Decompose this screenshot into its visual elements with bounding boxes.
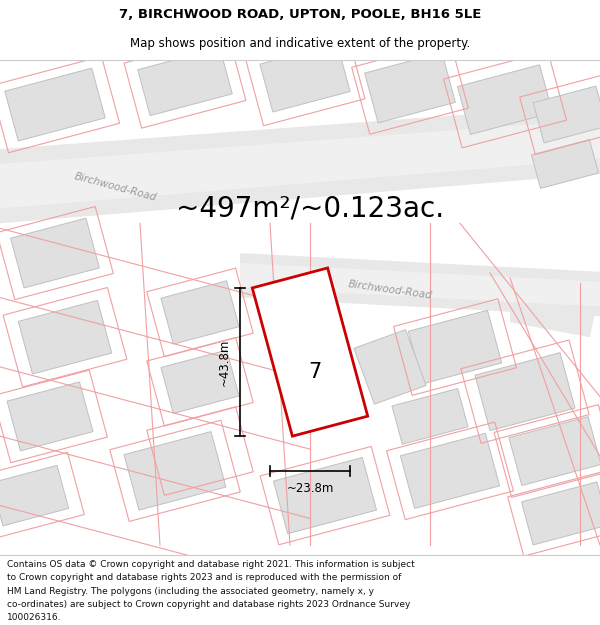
Polygon shape [0,104,600,223]
Text: to Crown copyright and database rights 2023 and is reproduced with the permissio: to Crown copyright and database rights 2… [7,573,401,582]
Text: Birchwood-Road: Birchwood-Road [73,171,157,202]
Polygon shape [533,86,600,143]
Polygon shape [532,139,599,188]
Text: 100026316.: 100026316. [7,613,62,622]
Polygon shape [161,350,239,413]
Polygon shape [408,310,502,384]
Text: 7, BIRCHWOOD ROAD, UPTON, POOLE, BH16 5LE: 7, BIRCHWOOD ROAD, UPTON, POOLE, BH16 5L… [119,9,481,21]
Polygon shape [400,433,500,508]
Polygon shape [0,466,68,526]
Polygon shape [161,281,239,344]
Polygon shape [274,458,377,534]
Polygon shape [240,263,600,308]
Polygon shape [509,417,600,486]
Text: Birchwood-Road: Birchwood-Road [347,279,433,301]
Polygon shape [240,253,600,318]
Polygon shape [354,329,426,404]
Text: ~43.8m: ~43.8m [218,338,230,386]
Polygon shape [510,278,600,338]
Polygon shape [5,68,105,141]
Text: ~497m²/~0.123ac.: ~497m²/~0.123ac. [176,194,444,222]
Polygon shape [124,432,226,510]
Polygon shape [457,65,553,134]
Polygon shape [392,389,468,444]
Polygon shape [11,218,100,288]
Polygon shape [365,52,455,123]
Polygon shape [252,268,368,436]
Polygon shape [475,352,575,431]
Text: co-ordinates) are subject to Crown copyright and database rights 2023 Ordnance S: co-ordinates) are subject to Crown copyr… [7,600,410,609]
Text: Map shows position and indicative extent of the property.: Map shows position and indicative extent… [130,37,470,50]
Polygon shape [18,301,112,374]
Polygon shape [138,48,232,116]
Text: 7: 7 [308,362,322,382]
Polygon shape [260,44,350,112]
Polygon shape [521,482,600,545]
Polygon shape [7,382,93,451]
Polygon shape [0,119,600,209]
Text: HM Land Registry. The polygons (including the associated geometry, namely x, y: HM Land Registry. The polygons (includin… [7,586,374,596]
Text: ~23.8m: ~23.8m [286,482,334,495]
Text: Contains OS data © Crown copyright and database right 2021. This information is : Contains OS data © Crown copyright and d… [7,560,415,569]
